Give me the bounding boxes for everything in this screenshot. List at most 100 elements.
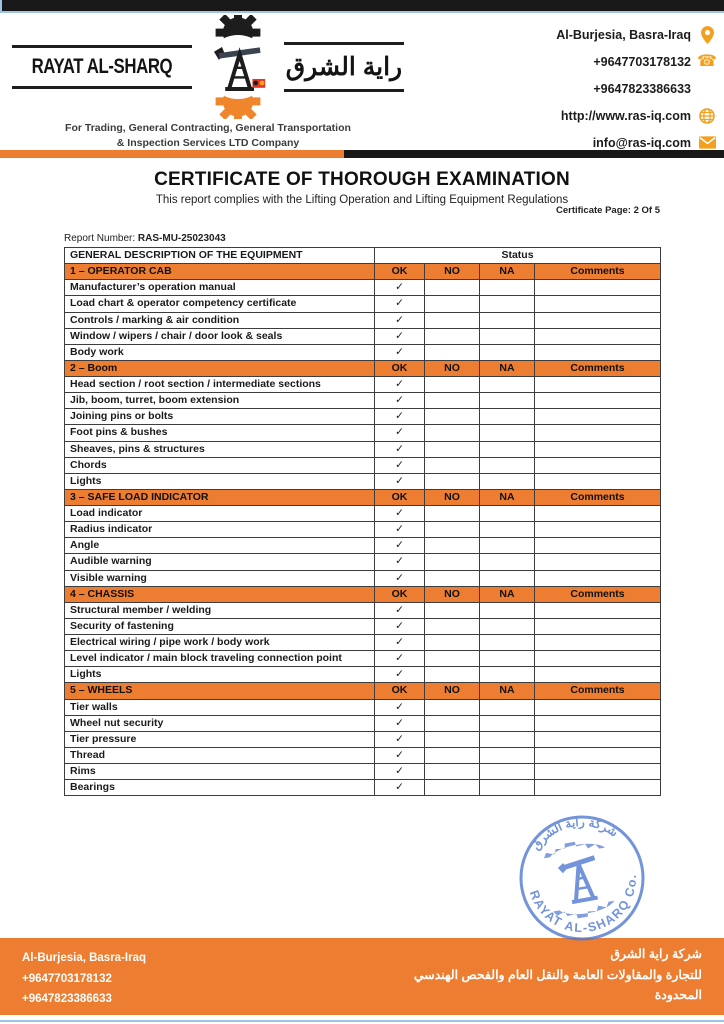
section-status-column-cell: Comments bbox=[533, 488, 662, 507]
report-number-value: RAS-MU-25023043 bbox=[137, 233, 226, 244]
report-number-label: Report Number: bbox=[64, 233, 136, 244]
equipment-item-label: Thread bbox=[64, 746, 375, 765]
no-mark-cell bbox=[424, 440, 480, 458]
section-status-column-cell: NA bbox=[479, 488, 535, 507]
table-row: Angle ✓ bbox=[64, 537, 662, 555]
stamp-pumpjack-icon bbox=[557, 855, 598, 905]
certificate-page-number: Certificate Page: 2 Of 5 bbox=[555, 205, 660, 216]
equipment-item-label: Body work bbox=[64, 343, 375, 361]
table-row: Foot pins & bushes ✓ bbox=[64, 424, 662, 442]
description-column-header: GENERAL DESCRIPTION OF THE EQUIPMENT bbox=[64, 246, 375, 265]
no-mark-cell bbox=[424, 537, 480, 555]
globe-icon bbox=[698, 107, 716, 124]
ok-mark-cell: ✓ bbox=[374, 311, 425, 329]
equipment-item-label: Radius indicator bbox=[64, 521, 375, 539]
comment-cell bbox=[533, 392, 662, 410]
comment-cell bbox=[533, 746, 662, 765]
comment-cell bbox=[533, 456, 662, 474]
na-mark-cell bbox=[479, 375, 535, 394]
na-mark-cell bbox=[479, 650, 535, 668]
no-mark-cell bbox=[424, 456, 480, 474]
na-mark-cell bbox=[479, 746, 535, 765]
status-column-header: Status bbox=[373, 246, 662, 265]
equipment-inspection-table: GENERAL DESCRIPTION OF THE EQUIPMENT Sta… bbox=[64, 246, 662, 797]
na-mark-cell bbox=[479, 295, 535, 313]
header: RAYAT AL-SHARQ bbox=[0, 13, 724, 150]
ok-mark-cell: ✓ bbox=[374, 375, 425, 394]
na-mark-cell bbox=[479, 440, 535, 458]
section-title-cell: 5 – WHEELS bbox=[64, 682, 375, 700]
no-mark-cell bbox=[424, 327, 480, 345]
no-mark-cell bbox=[424, 730, 480, 748]
comment-cell bbox=[533, 698, 662, 716]
ok-mark-cell: ✓ bbox=[374, 456, 425, 474]
footer-contact-block: Al-Burjesia, Basra-Iraq +9647703178132 +… bbox=[22, 948, 146, 1010]
ok-mark-cell: ✓ bbox=[374, 617, 425, 636]
equipment-item-label: Sheaves, pins & structures bbox=[64, 440, 375, 458]
no-mark-cell bbox=[424, 650, 480, 668]
footer-arabic-company-block: شركة راية الشرق للتجارة والمقاولات العام… bbox=[414, 944, 702, 1006]
na-mark-cell bbox=[479, 392, 535, 410]
section-status-column-cell: OK bbox=[374, 263, 425, 281]
comment-cell bbox=[533, 521, 662, 539]
comment-cell bbox=[533, 569, 662, 587]
footer-arabic-line-1: شركة راية الشرق bbox=[610, 947, 702, 961]
section-title-cell: 4 – CHASSIS bbox=[64, 585, 375, 603]
section-status-column-cell: NO bbox=[424, 488, 480, 507]
na-mark-cell bbox=[479, 279, 535, 297]
equipment-item-label: Controls / marking & air condition bbox=[64, 311, 375, 329]
ok-mark-cell: ✓ bbox=[374, 521, 425, 539]
equipment-item-label: Window / wipers / chair / door look & se… bbox=[64, 327, 375, 345]
no-mark-cell bbox=[424, 504, 480, 523]
comment-cell bbox=[533, 537, 662, 555]
no-mark-cell bbox=[424, 375, 480, 394]
ok-mark-cell: ✓ bbox=[374, 537, 425, 555]
ok-mark-cell: ✓ bbox=[374, 392, 425, 410]
equipment-item-label: Bearings bbox=[64, 779, 375, 797]
divider-orange-segment bbox=[0, 150, 344, 158]
comment-cell bbox=[533, 714, 662, 732]
equipment-item-label: Lights bbox=[64, 472, 375, 490]
no-mark-cell bbox=[424, 746, 480, 765]
contact-website: http://www.ras-iq.com bbox=[561, 102, 716, 129]
no-mark-cell bbox=[424, 392, 480, 410]
comment-cell bbox=[533, 311, 662, 329]
comment-cell bbox=[533, 408, 662, 426]
na-mark-cell bbox=[479, 569, 535, 587]
comment-cell bbox=[533, 424, 662, 442]
ok-mark-cell: ✓ bbox=[374, 714, 425, 732]
ok-mark-cell: ✓ bbox=[374, 601, 425, 619]
no-mark-cell bbox=[424, 633, 480, 652]
no-mark-cell bbox=[424, 714, 480, 732]
na-mark-cell bbox=[479, 424, 535, 442]
no-mark-cell bbox=[424, 666, 480, 684]
equipment-item-label: Level indicator / main block traveling c… bbox=[64, 650, 375, 668]
no-mark-cell bbox=[424, 617, 480, 636]
section-status-column-cell: Comments bbox=[533, 682, 662, 700]
table-row: Lights ✓ bbox=[64, 666, 662, 684]
comment-cell bbox=[533, 553, 662, 571]
table-row: Lights ✓ bbox=[64, 472, 662, 490]
footer-phone-1: +9647703178132 bbox=[22, 972, 112, 985]
equipment-item-label: Lights bbox=[64, 666, 375, 684]
section-status-column-cell: NA bbox=[479, 359, 535, 378]
comment-cell bbox=[533, 650, 662, 668]
equipment-item-label: Structural member / welding bbox=[64, 601, 375, 619]
no-mark-cell bbox=[424, 521, 480, 539]
no-mark-cell bbox=[424, 569, 480, 587]
company-tagline: For Trading, General Contracting, Genera… bbox=[65, 122, 351, 150]
ok-mark-cell: ✓ bbox=[374, 633, 425, 652]
na-mark-cell bbox=[479, 311, 535, 329]
equipment-item-label: Chords bbox=[64, 456, 375, 474]
equipment-item-label: Tier pressure bbox=[64, 730, 375, 748]
phone-icon: ☎ bbox=[697, 52, 717, 70]
section-title-cell: 1 – OPERATOR CAB bbox=[64, 263, 375, 281]
table-row: Structural member / welding ✓ bbox=[64, 601, 662, 619]
table-row: Wheel nut security ✓ bbox=[64, 714, 662, 732]
ok-mark-cell: ✓ bbox=[374, 569, 425, 587]
table-row: Electrical wiring / pipe work / body wor… bbox=[64, 633, 662, 652]
na-mark-cell bbox=[479, 456, 535, 474]
table-row: Rims ✓ bbox=[64, 762, 662, 781]
na-mark-cell bbox=[479, 730, 535, 748]
no-mark-cell bbox=[424, 762, 480, 781]
